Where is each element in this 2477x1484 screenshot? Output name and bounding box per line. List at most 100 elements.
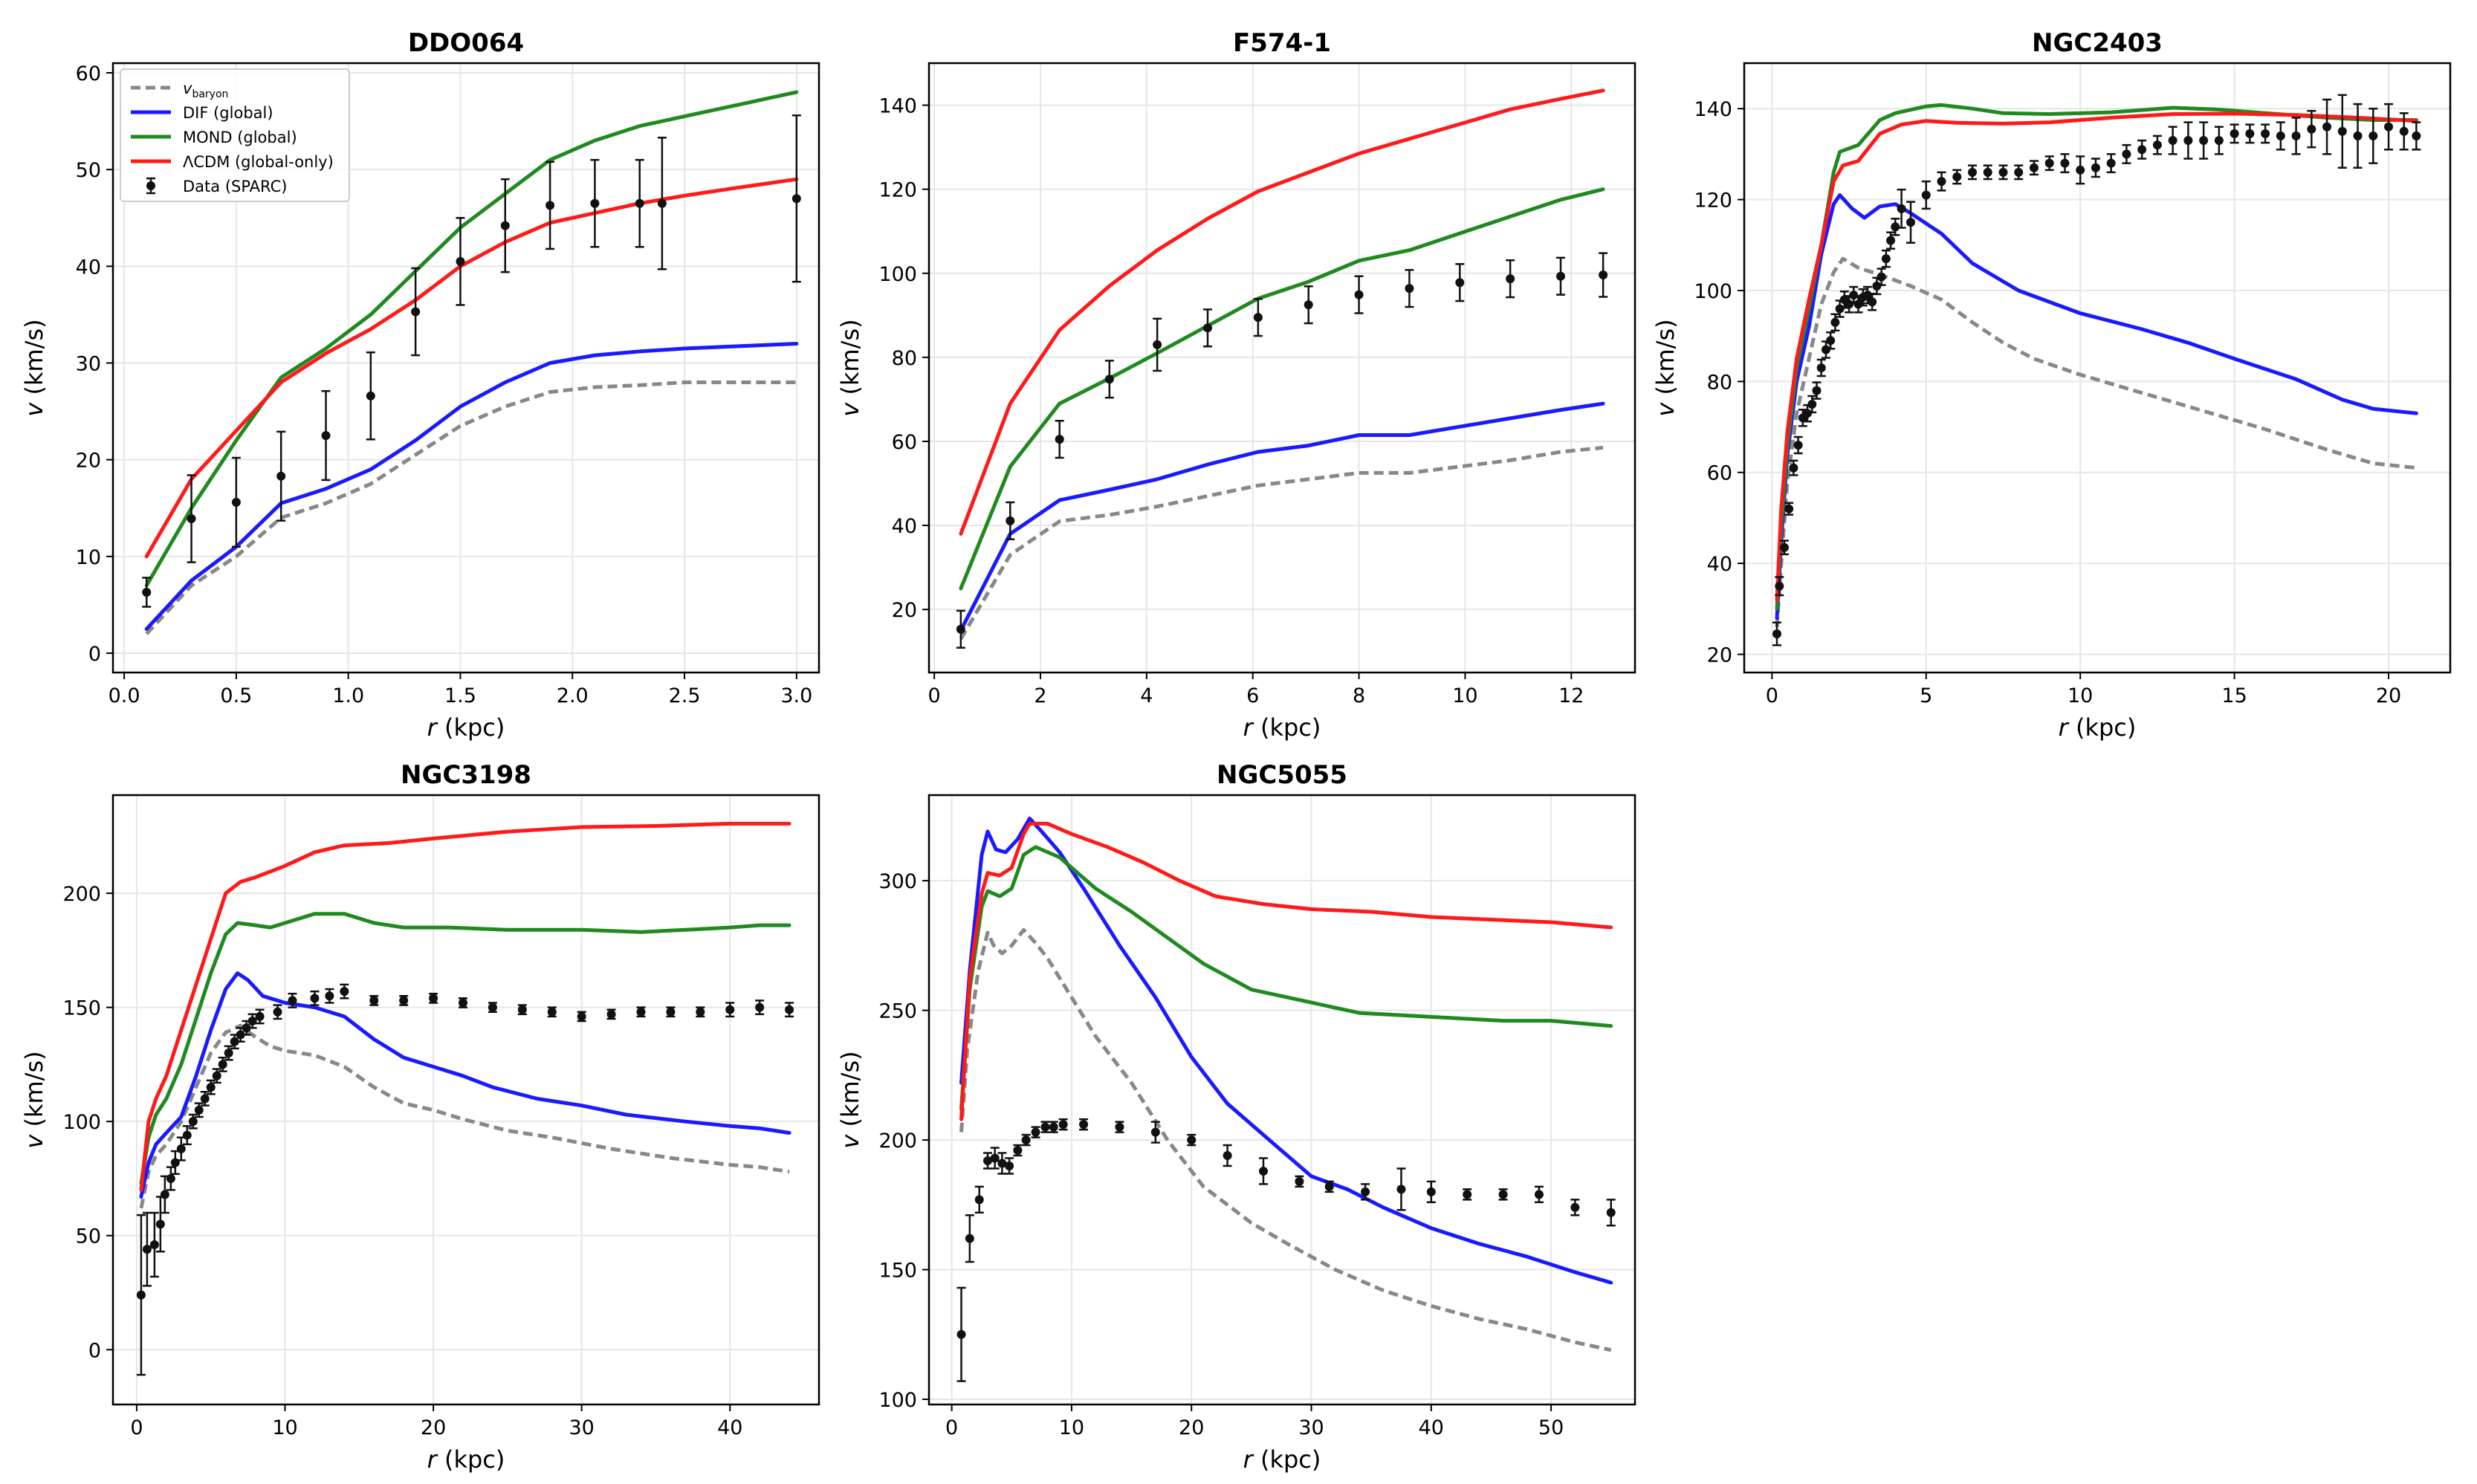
- data-point: [1570, 1202, 1580, 1212]
- data-point: [1998, 167, 2008, 177]
- data-point: [1807, 399, 1817, 409]
- y-axis-label: v (km/s): [1651, 319, 1680, 416]
- y-tick-label: 0: [88, 1339, 101, 1362]
- data-point: [755, 1002, 765, 1012]
- data-point: [1498, 1190, 1508, 1199]
- series-line-dif: [144, 342, 799, 631]
- y-tick-label: 100: [878, 1389, 917, 1412]
- panel-title: NGC5055: [1217, 760, 1347, 790]
- data-point: [956, 624, 965, 634]
- data-point: [2261, 129, 2270, 138]
- data-point: [696, 1007, 705, 1017]
- data-point: [725, 1005, 735, 1014]
- data-point: [1354, 290, 1364, 299]
- plot-area: [956, 816, 1616, 1382]
- data-point: [429, 994, 438, 1003]
- data-point: [1906, 218, 1916, 227]
- data-point: [321, 431, 331, 441]
- y-tick-label: 140: [1694, 98, 1732, 121]
- panel-title: NGC2403: [2032, 28, 2163, 58]
- data-point: [1849, 291, 1859, 300]
- data-point: [1845, 299, 1854, 309]
- data-point: [182, 1130, 192, 1140]
- data-point: [1784, 504, 1794, 513]
- data-point: [1463, 1190, 1472, 1199]
- data-point: [288, 996, 297, 1005]
- data-point: [310, 994, 320, 1003]
- data-point: [194, 1105, 204, 1115]
- data-point: [974, 1195, 984, 1205]
- data-point: [590, 198, 600, 208]
- data-point: [142, 1245, 152, 1254]
- y-tick-label: 20: [76, 450, 101, 473]
- data-point: [1868, 297, 1877, 307]
- data-point: [236, 1030, 245, 1040]
- panel-title: DDO064: [408, 28, 524, 58]
- data-point: [1556, 271, 1565, 281]
- y-tick-label: 50: [76, 1225, 101, 1248]
- x-tick-label: 6: [1246, 684, 1259, 707]
- y-tick-label: 60: [892, 431, 917, 454]
- data-point: [2091, 163, 2100, 172]
- data-point: [2199, 136, 2209, 146]
- y-axis-label: v (km/s): [836, 319, 864, 416]
- y-tick-label: 60: [76, 62, 101, 85]
- x-tick-label: 2.0: [557, 684, 589, 707]
- data-point: [2029, 163, 2039, 172]
- x-tick-label: 0.5: [220, 684, 252, 707]
- data-point: [273, 1007, 282, 1017]
- y-tick-label: 120: [1694, 189, 1732, 213]
- y-axis-label: v (km/s): [836, 1051, 864, 1148]
- series-line-dif: [959, 401, 1605, 632]
- data-point: [2307, 124, 2316, 134]
- y-tick-label: 100: [878, 263, 917, 286]
- data-point: [1937, 177, 1946, 187]
- x-axis-label: r (kpc): [427, 713, 505, 742]
- data-point: [136, 1290, 146, 1300]
- x-tick-label: 0.0: [109, 684, 140, 707]
- y-tick-label: 100: [1694, 280, 1732, 303]
- data-point: [1031, 1127, 1040, 1137]
- y-tick-label: 10: [76, 546, 101, 569]
- data-point: [500, 221, 510, 230]
- axes-frame: [927, 794, 1636, 1406]
- data-point: [155, 1219, 165, 1229]
- data-point: [2245, 129, 2255, 138]
- series-line-lcdm: [1775, 111, 2418, 602]
- legend-swatch-data: [146, 181, 155, 190]
- x-tick-label: 0: [1766, 684, 1778, 707]
- data-point: [255, 1011, 265, 1021]
- data-point: [2399, 126, 2409, 136]
- data-point: [1534, 1190, 1544, 1199]
- panel-title: F574-1: [1233, 28, 1331, 58]
- x-tick-label: 10: [272, 1416, 297, 1439]
- data-point: [247, 1017, 257, 1026]
- x-tick-label: 2: [1034, 684, 1046, 707]
- series-line-baryon: [1775, 256, 2417, 627]
- legend-label-mond: MOND (global): [183, 129, 297, 146]
- data-point: [2291, 131, 2301, 140]
- y-tick-label: 120: [878, 179, 917, 202]
- y-axis-label: v (km/s): [20, 1051, 48, 1148]
- x-tick-label: 30: [1298, 1416, 1324, 1439]
- data-point: [1455, 278, 1465, 288]
- data-point: [1506, 274, 1515, 284]
- data-point: [1952, 172, 1962, 181]
- data-point: [1187, 1135, 1197, 1145]
- y-tick-label: 150: [62, 997, 101, 1020]
- y-tick-label: 60: [1707, 462, 1732, 485]
- series-line-lcdm: [959, 821, 1613, 1121]
- panel-f574-1: 0 2 4 6 8 10 12 20 40 60 80 100 120 140 F574-1 r (kpc) v…: [836, 28, 1636, 742]
- data-point: [983, 1156, 993, 1165]
- axes-frame: [111, 794, 820, 1406]
- data-point: [2353, 131, 2363, 140]
- data-point: [231, 497, 241, 507]
- data-point: [1049, 1122, 1058, 1132]
- data-point: [1040, 1122, 1050, 1132]
- data-point: [369, 996, 379, 1005]
- data-point: [399, 996, 409, 1005]
- x-tick-label: 1.0: [332, 684, 364, 707]
- data-point: [1599, 270, 1608, 280]
- data-point: [2412, 131, 2421, 140]
